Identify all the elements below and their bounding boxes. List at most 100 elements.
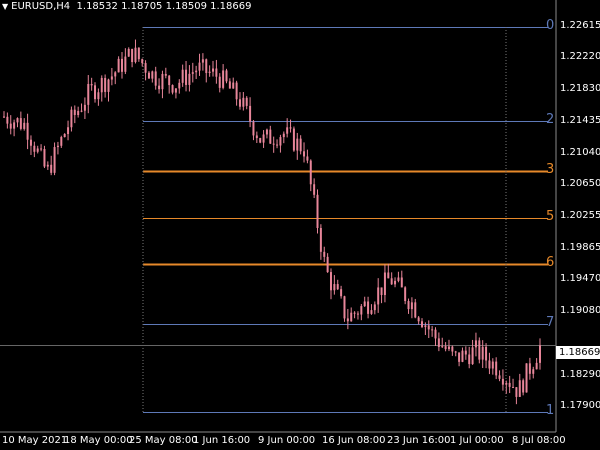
candle-body: [515, 387, 518, 397]
candle-body: [215, 68, 218, 77]
candle-body: [60, 137, 63, 146]
candle-body: [43, 149, 46, 167]
candle-body: [188, 73, 191, 85]
candle-body: [80, 110, 83, 112]
price-tick-label: 1.21040: [560, 146, 600, 158]
candle-body: [228, 81, 231, 89]
triangle-down-icon[interactable]: ▼: [2, 2, 9, 11]
candle-body: [120, 58, 123, 72]
candle-body: [319, 227, 322, 252]
candle-body: [417, 317, 420, 322]
candle-body: [303, 151, 306, 157]
candle-body: [299, 138, 302, 152]
candle-body: [195, 70, 198, 73]
candle-body: [269, 129, 272, 144]
price-tick-label: 1.17900: [560, 400, 600, 412]
candle-body: [117, 58, 120, 73]
candle-body: [154, 71, 157, 86]
candle-body: [232, 82, 235, 89]
time-tick-label: 23 Jun 16:00: [387, 435, 451, 446]
candle-body: [238, 99, 241, 107]
candle-body: [90, 84, 93, 86]
candle-body: [350, 312, 353, 322]
candle-body: [134, 47, 137, 63]
time-tick-label: 8 Jul 08:00: [512, 435, 566, 446]
candle-body: [70, 109, 73, 128]
candle-body: [144, 63, 147, 73]
price-tick-label: 1.19470: [560, 273, 600, 285]
candle-body: [127, 48, 130, 57]
candle-body: [404, 287, 407, 302]
candle-body: [276, 144, 279, 146]
time-tick-label: 16 Jun 08:00: [322, 435, 386, 446]
candle-body: [491, 361, 494, 369]
candle-body: [400, 277, 403, 288]
candle-body: [225, 70, 228, 82]
fib-level-label: 5: [546, 208, 555, 224]
candle-body: [407, 301, 410, 310]
candle-body: [272, 143, 275, 145]
candle-body: [485, 346, 488, 361]
candle-body: [151, 71, 154, 79]
candle-body: [326, 256, 329, 273]
time-tick-label: 18 May 00:00: [64, 435, 133, 446]
candle-body: [528, 363, 531, 374]
candle-body: [481, 346, 484, 360]
candle-body: [87, 84, 90, 105]
candle-body: [329, 272, 332, 291]
candle-body: [282, 133, 285, 138]
candle-body: [464, 350, 467, 355]
ohlc-values: 1.18532 1.18705 1.18509 1.18669: [76, 1, 252, 12]
candle-body: [26, 122, 29, 140]
candle-body: [296, 138, 299, 151]
candle-body: [19, 118, 22, 129]
price-tick-label: 1.22615: [560, 19, 600, 31]
candle-body: [164, 73, 167, 76]
candle-body: [488, 360, 491, 369]
candle-body: [518, 380, 521, 397]
candle-body: [265, 129, 268, 135]
candle-body: [306, 156, 309, 161]
candle-body: [508, 382, 511, 387]
candle-body: [29, 139, 32, 146]
candle-body: [218, 76, 221, 88]
fib-level-label: 7: [546, 315, 555, 331]
candle-body: [191, 72, 194, 74]
candle-body: [424, 325, 427, 328]
candle-body: [394, 280, 397, 285]
candle-body: [353, 312, 356, 314]
candle-body: [208, 71, 211, 73]
candle-body: [67, 127, 70, 134]
candle-body: [539, 345, 541, 363]
candle-body: [181, 69, 184, 83]
candle-body: [437, 338, 440, 347]
candle-body: [377, 287, 380, 305]
candle-body: [73, 109, 76, 115]
candle-body: [478, 340, 481, 360]
candle-body: [137, 47, 140, 60]
candle-body: [147, 72, 150, 79]
candle-body: [461, 350, 464, 362]
candle-body: [468, 354, 471, 365]
candle-body: [245, 97, 248, 106]
candle-body: [114, 72, 117, 77]
candle-body: [36, 148, 39, 152]
price-tick-label: 1.21435: [560, 114, 600, 126]
candle-body: [56, 145, 59, 148]
candle-body: [141, 59, 144, 64]
candle-body: [286, 127, 289, 134]
candle-body: [309, 160, 312, 185]
price-tick-label: 1.22220: [560, 51, 600, 63]
candle-body: [444, 346, 447, 350]
price-tick-label: 1.20650: [560, 178, 600, 190]
candle-body: [53, 147, 56, 173]
price-tick-label: 1.19865: [560, 241, 600, 253]
candle-body: [414, 302, 417, 318]
candle-body: [289, 127, 292, 129]
candle-body: [171, 85, 174, 93]
candle-body: [333, 284, 336, 291]
time-tick-label: 1 Jul 00:00: [450, 435, 504, 446]
candle-body: [323, 251, 326, 257]
candle-body: [383, 272, 386, 296]
